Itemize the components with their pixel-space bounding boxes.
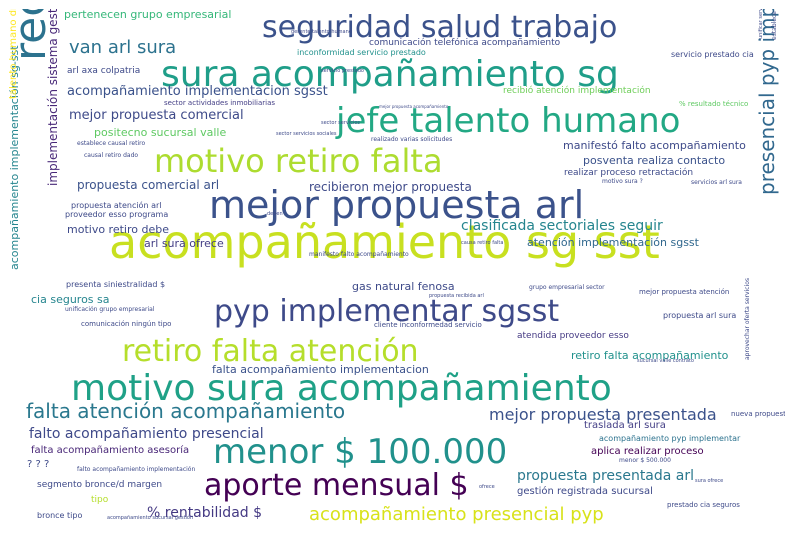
word: acompañamiento pyp implementar	[599, 434, 741, 443]
word: deben	[267, 211, 283, 217]
word: ? ? ?	[27, 459, 50, 470]
word: manifestó falto acompañamiento	[563, 139, 746, 152]
word: propuesta recibida arl	[429, 293, 484, 299]
word: sector servicios	[321, 120, 360, 126]
word: pyp implementar sgsst	[214, 294, 560, 329]
word: acompañamiento implementacion sgsst	[67, 84, 328, 99]
word: sura acompañamiento sg	[161, 54, 619, 95]
word: positecno sucursal valle	[94, 126, 227, 139]
word: segmento bronce/d margen	[37, 480, 163, 490]
word: van arl sura	[69, 37, 177, 58]
word: cia seguros sa	[31, 293, 110, 306]
word: presenta siniestralidad $	[66, 280, 166, 289]
word: clasificada sectoriales seguir	[461, 218, 663, 234]
word: jefe talento humano	[336, 101, 681, 141]
word: unificación grupo empresarial	[65, 306, 155, 313]
word: % resultado técnico	[679, 100, 749, 108]
word: realizar proceso retractación	[564, 168, 694, 178]
word: % rentabilidad $	[147, 505, 263, 521]
word: atención implementación sgsst	[527, 236, 699, 249]
word: servicio prestado	[321, 68, 364, 74]
word: mejor propuesta presentada	[489, 405, 717, 424]
word: causal retiro dado	[84, 152, 139, 159]
word: servicio prestado cia	[671, 50, 754, 59]
word: inconformidad servicio prestado	[297, 48, 426, 57]
word: traslada arl sura	[584, 420, 666, 431]
word: falto acompañamiento presencial	[29, 426, 264, 442]
word: mejor propuesta atención	[639, 288, 730, 296]
word: posventa realiza contacto	[583, 154, 726, 167]
word: retiro falta acompañamiento	[571, 349, 729, 362]
word: aporte mensual $	[204, 468, 469, 503]
word: sector servicios sociales	[276, 131, 337, 137]
word: propuesta comercial arl	[77, 178, 220, 192]
word: proveedor esso programa	[65, 210, 169, 219]
word-cloud: acompañamiento sg sst recaudo menor $ me…	[9, 9, 785, 525]
word: arl sura ofrece	[144, 237, 224, 250]
word: recibieron mejor propuesta	[309, 180, 472, 194]
word: comunicación ningún tipo	[81, 320, 172, 328]
word: motivo sura ?	[602, 178, 643, 185]
word: mejor propuesta acompañamiento	[379, 104, 449, 109]
word: nueva propuesta arl	[731, 410, 785, 418]
word: atendida proveedor esso	[517, 331, 629, 341]
word: falta atención acompañamiento	[26, 399, 346, 423]
word: menor $ 100.000	[213, 432, 508, 472]
word: aplica realizar proceso	[591, 446, 704, 457]
word: bronce tipo	[37, 511, 83, 520]
word: arl axa colpatria	[67, 66, 141, 76]
word: menor $ 500.000	[619, 457, 671, 464]
word: motivo sura acompañamiento	[71, 368, 612, 409]
word: seguridad salud trabajo	[262, 10, 618, 45]
word: falto acompañamiento implementación	[77, 466, 196, 473]
word: unificar servicios sura	[758, 9, 764, 39]
word: establece causal retiro	[77, 140, 146, 147]
word: manifesto falto acompañamiento	[309, 251, 409, 258]
word: establece comunicación ningún	[771, 9, 778, 40]
word: sector actividades inmobiliarias	[164, 99, 276, 107]
word: propuesta arl sura	[663, 311, 737, 320]
word: propuesta presentada arl	[517, 468, 695, 484]
word: cliente inconformedad servicio	[374, 321, 482, 329]
word: pertenecen grupo empresarial	[64, 9, 232, 21]
word: acompañamiento sucursal gestión	[107, 515, 194, 521]
word: retiro falta atención	[122, 334, 419, 369]
word: comunicación telefónica acompañamiento	[369, 38, 561, 48]
word: ofrece	[479, 484, 495, 490]
word: mejor propuesta arl	[209, 183, 585, 227]
word: propuesta atención arl	[71, 201, 162, 210]
word: realizado varias solicitudes	[371, 136, 453, 143]
word: acompañamiento presencial pyp	[309, 504, 604, 525]
word: servicios arl sura	[691, 179, 742, 186]
word: prestado cia seguros	[667, 501, 740, 509]
word: falta acompañamiento implementacion	[212, 363, 429, 376]
word: implementación sistema gestión	[46, 9, 60, 186]
word: falta acompañamiento asesoría	[31, 445, 190, 456]
word: causa retiro falta	[461, 240, 504, 246]
word: gas natural fenosa	[352, 280, 455, 293]
word: gestión registrada sucursal	[517, 486, 653, 497]
word: acompañamiento sg sst	[109, 215, 660, 269]
word: grupo empresarial sector	[529, 284, 605, 291]
word: motivo retiro falta	[154, 142, 443, 180]
word: talento humano dra	[9, 9, 19, 99]
word: mejor propuesta comercial	[69, 108, 244, 123]
word: recibió atención implementación	[503, 86, 651, 96]
word: gerente talento humano	[291, 29, 352, 35]
word: motivo retiro debe	[67, 223, 169, 236]
word: tipo	[91, 495, 109, 505]
word: aprovechar oferta servicios	[744, 277, 751, 360]
word: sura ofrece	[695, 478, 724, 484]
word: sucursal valle contrato	[637, 358, 694, 364]
